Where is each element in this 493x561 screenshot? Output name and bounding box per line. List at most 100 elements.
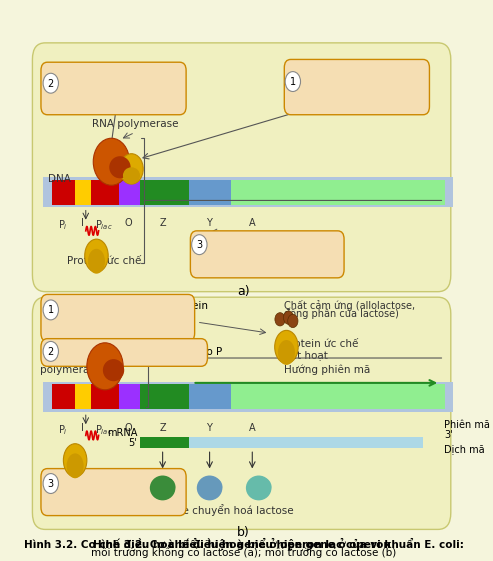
Text: 2: 2 [48, 347, 54, 357]
Text: được biểu hiện: được biểu hiện [62, 483, 140, 495]
Text: O: O [125, 423, 132, 433]
Text: Z: Z [159, 218, 166, 228]
Text: Các enzyme chuyển hoá lactose: Các enzyme chuyển hoá lactose [125, 504, 294, 517]
Ellipse shape [85, 239, 108, 272]
Text: không di chuyển: không di chuyển [62, 81, 149, 93]
Bar [75, 384, 91, 409]
Text: không được phiên mã: không được phiên mã [210, 245, 323, 255]
Text: Y: Y [206, 218, 211, 228]
Bar [52, 384, 75, 409]
Ellipse shape [109, 156, 131, 178]
Ellipse shape [275, 330, 298, 364]
Circle shape [43, 473, 59, 494]
Text: Hình 3.2. Cơ chế điều hoà biểu hiện gene ở operon: Hình 3.2. Cơ chế điều hoà biểu hiện gene… [93, 537, 394, 550]
Text: A: A [249, 423, 255, 433]
Ellipse shape [64, 444, 87, 477]
Circle shape [285, 72, 301, 91]
Bar [91, 180, 119, 205]
Ellipse shape [205, 478, 222, 495]
Text: 3': 3' [444, 430, 453, 440]
Bar [189, 384, 231, 409]
Bar [189, 180, 231, 205]
Bar [119, 384, 140, 409]
Text: I: I [81, 423, 84, 433]
Ellipse shape [67, 453, 84, 479]
FancyBboxPatch shape [33, 43, 451, 292]
FancyBboxPatch shape [33, 297, 451, 530]
Ellipse shape [254, 478, 272, 495]
Text: A: A [249, 218, 255, 228]
Text: đồng phân của lactose): đồng phân của lactose) [284, 309, 399, 319]
Ellipse shape [197, 476, 222, 500]
Ellipse shape [246, 476, 272, 500]
Text: Protein ức chế: Protein ức chế [67, 256, 141, 266]
Text: Các gene cấu trúc: Các gene cấu trúc [210, 233, 305, 245]
Text: Chất cảm ứng (allolactose,: Chất cảm ứng (allolactose, [284, 300, 416, 311]
Ellipse shape [150, 476, 176, 500]
Text: Các gene cấu trúc: Các gene cấu trúc [62, 473, 157, 485]
Text: DNA: DNA [48, 174, 71, 184]
Bar [43, 177, 453, 208]
Text: P$_{lac}$: P$_{lac}$ [95, 218, 112, 232]
Text: P$_i$: P$_i$ [58, 218, 68, 232]
Text: Phiên mã: Phiên mã [444, 420, 490, 430]
Text: ức chế: ức chế [62, 310, 97, 320]
FancyBboxPatch shape [190, 231, 344, 278]
Text: Hướng phiên mã: Hướng phiên mã [284, 365, 371, 375]
Text: mRNA: mRNA [106, 427, 137, 438]
Text: RNA polymerase: RNA polymerase [92, 118, 178, 128]
Circle shape [43, 300, 59, 320]
Bar [43, 381, 453, 412]
Bar [231, 180, 445, 205]
Text: RNA polymerase liên kết vào P: RNA polymerase liên kết vào P [62, 346, 222, 357]
Bar [52, 180, 75, 205]
Bar [75, 180, 91, 205]
Text: Hình 3.2. Cơ chế điều hoà biểu hiện gene ở operon lac của vi khuẩn E. coli:: Hình 3.2. Cơ chế điều hoà biểu hiện gene… [24, 537, 464, 550]
Ellipse shape [158, 478, 176, 495]
Text: 1: 1 [48, 305, 54, 315]
Text: P$_{lac}$: P$_{lac}$ [95, 423, 112, 437]
Bar [231, 384, 445, 409]
Text: RNA
polymerase: RNA polymerase [40, 352, 102, 375]
FancyBboxPatch shape [41, 468, 186, 516]
Bar [119, 180, 140, 205]
Circle shape [43, 73, 59, 93]
Ellipse shape [123, 167, 140, 184]
Text: Protein ức chế: Protein ức chế [284, 339, 359, 349]
Circle shape [192, 234, 207, 255]
Text: hoạt động: hoạt động [306, 85, 358, 95]
Text: 2: 2 [48, 79, 54, 89]
Ellipse shape [103, 359, 124, 381]
FancyBboxPatch shape [41, 339, 208, 366]
Ellipse shape [278, 340, 295, 365]
Circle shape [275, 312, 285, 326]
Text: 3: 3 [196, 240, 203, 250]
Circle shape [283, 311, 294, 324]
Text: Y: Y [206, 423, 211, 433]
Ellipse shape [93, 138, 130, 185]
Ellipse shape [88, 249, 105, 274]
Text: Allolactose bám vào protein: Allolactose bám vào protein [62, 300, 209, 311]
Text: được: được [62, 92, 88, 102]
FancyBboxPatch shape [41, 295, 195, 342]
Text: I: I [81, 218, 84, 228]
Text: 3: 3 [48, 479, 54, 489]
Text: Protein ức chế: Protein ức chế [306, 71, 380, 81]
FancyBboxPatch shape [41, 62, 186, 115]
Bar [189, 436, 423, 448]
Bar [140, 384, 189, 409]
Text: Dịch mã: Dịch mã [444, 444, 485, 454]
FancyBboxPatch shape [284, 59, 429, 115]
Text: b): b) [237, 526, 250, 539]
Ellipse shape [120, 154, 143, 184]
Text: RNA polymerase: RNA polymerase [62, 72, 149, 82]
Bar [140, 436, 189, 448]
Circle shape [43, 342, 59, 361]
Text: P$_i$: P$_i$ [58, 423, 68, 437]
Circle shape [288, 314, 298, 328]
Text: O: O [125, 218, 132, 228]
Ellipse shape [87, 343, 123, 390]
Text: bất hoạt: bất hoạt [284, 349, 328, 360]
Text: 1: 1 [290, 77, 296, 87]
Bar [91, 384, 119, 409]
